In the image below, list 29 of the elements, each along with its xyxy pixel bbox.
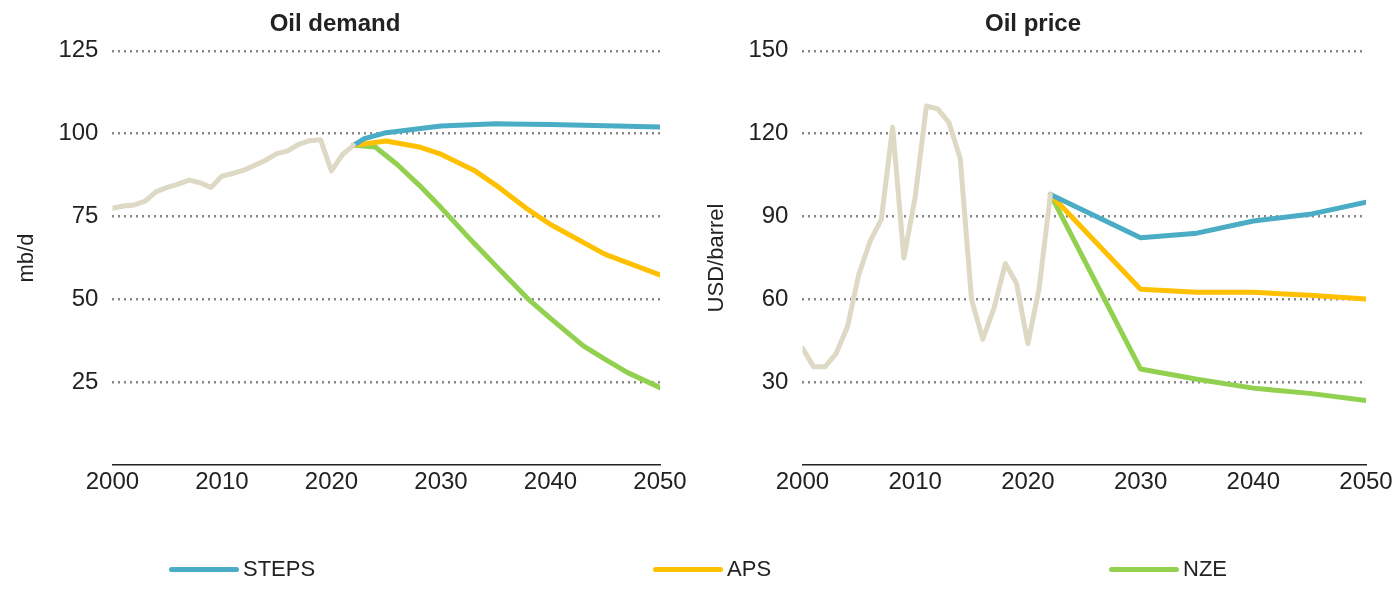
x-tick-label: 2000 (85, 467, 140, 495)
x-tick-label: 2040 (523, 467, 578, 495)
y-tick-label: 120 (748, 118, 789, 146)
y-tick-label: 25 (71, 366, 99, 394)
y-tick-label: 150 (748, 35, 789, 63)
y-tick-label: 75 (71, 201, 99, 229)
legend-label: APS (727, 556, 772, 582)
y-tick-label: 90 (761, 201, 789, 229)
y-tick-label: 100 (58, 118, 99, 146)
y-tick-label: 30 (761, 366, 789, 394)
x-tick-label: 2030 (1113, 467, 1168, 495)
legend-label: NZE (1183, 556, 1228, 582)
y-tick-label: 50 (71, 284, 99, 312)
chart-title: Oil price (984, 9, 1082, 37)
y-tick-label: 125 (58, 35, 99, 63)
x-tick-label: 2000 (775, 467, 830, 495)
x-tick-label: 2010 (195, 467, 249, 495)
x-tick-label: 2020 (1001, 467, 1055, 495)
legend-label: STEPS (242, 556, 316, 582)
x-tick-label: 2030 (414, 467, 468, 495)
x-tick-label: 2010 (888, 467, 942, 495)
y-tick-label: 60 (761, 284, 789, 312)
x-tick-label: 2040 (1226, 467, 1280, 495)
chart-title: Oil demand (269, 9, 401, 37)
x-tick-label: 2050 (633, 467, 687, 495)
y-axis-title: USD/barrel (703, 203, 729, 313)
x-tick-label: 2020 (304, 467, 359, 495)
y-axis-title: mb/d (13, 233, 39, 283)
x-tick-label: 2050 (1339, 467, 1393, 495)
